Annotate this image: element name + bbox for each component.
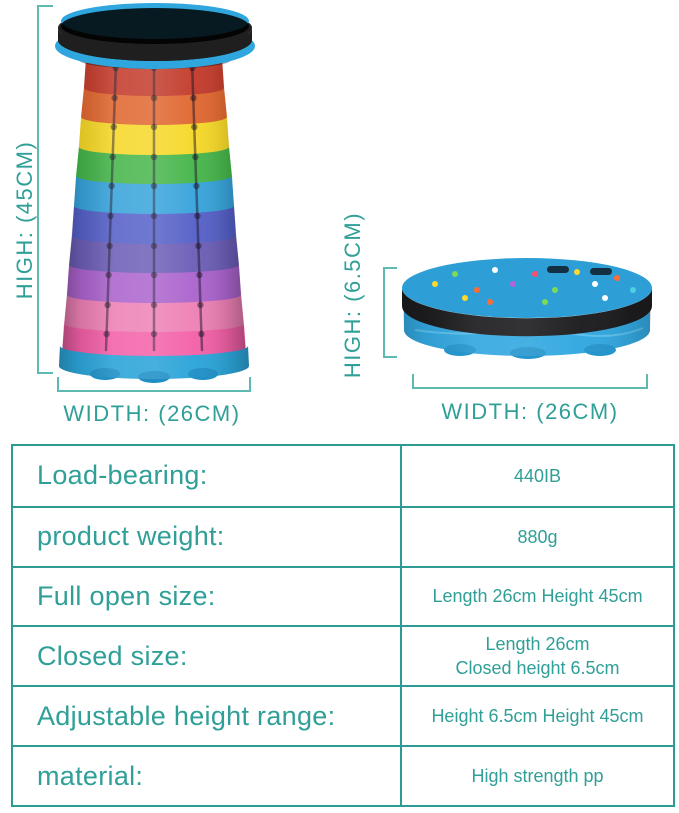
open-stool-illustration	[55, 3, 255, 383]
spec-row-material: material: High strength pp	[13, 745, 673, 805]
open-width-bracket	[57, 377, 251, 392]
seat-pad-face	[61, 8, 249, 44]
open-height-bracket	[37, 5, 53, 374]
spec-value: 440IB	[513, 465, 562, 486]
closed-shading	[402, 288, 652, 356]
stool-base-shading	[59, 346, 249, 379]
open-width-label: WIDTH: (26CM)	[63, 401, 241, 426]
spec-value: 880g	[517, 526, 558, 547]
closed-stool-illustration	[402, 258, 652, 359]
spec-row-product-weight: product weight: 880g	[13, 505, 673, 566]
closed-width-bracket	[412, 374, 648, 389]
spec-row-adjustable-height: Adjustable height range: Height 6.5cm He…	[13, 685, 673, 746]
spec-value: High strength pp	[471, 765, 604, 786]
spec-row-full-open-size: Full open size: Length 26cm Height 45cm	[13, 565, 673, 626]
closed-top-pattern	[432, 267, 636, 305]
closed-height-bracket	[383, 267, 397, 358]
spec-label: Adjustable height range:	[13, 687, 402, 746]
stool-shading	[62, 58, 246, 363]
spec-value: Length 26cm Closed height 6.5cm	[455, 634, 620, 679]
spec-row-closed-size: Closed size: Length 26cm Closed height 6…	[13, 625, 673, 686]
spec-label: material:	[13, 747, 402, 805]
spec-label: product weight:	[13, 507, 402, 566]
spec-label: Closed size:	[13, 627, 402, 686]
spec-table: Load-bearing: 440IB product weight: 880g…	[11, 444, 675, 807]
spec-value: Length 26cm Height 45cm	[432, 586, 643, 607]
closed-top-surface	[402, 258, 652, 318]
spec-row-load-bearing: Load-bearing: 440IB	[13, 446, 673, 506]
spec-value: Height 6.5cm Height 45cm	[431, 706, 644, 727]
closed-width-label: WIDTH: (26CM)	[441, 399, 619, 424]
closed-height-label: HIGH: (6.5CM)	[340, 211, 365, 379]
closed-handle-slot-right	[590, 268, 612, 275]
spec-label: Load-bearing:	[13, 446, 402, 506]
open-height-label: HIGH: (45CM)	[12, 140, 37, 300]
spec-label: Full open size:	[13, 567, 402, 626]
closed-handle-slot-left	[547, 266, 569, 273]
